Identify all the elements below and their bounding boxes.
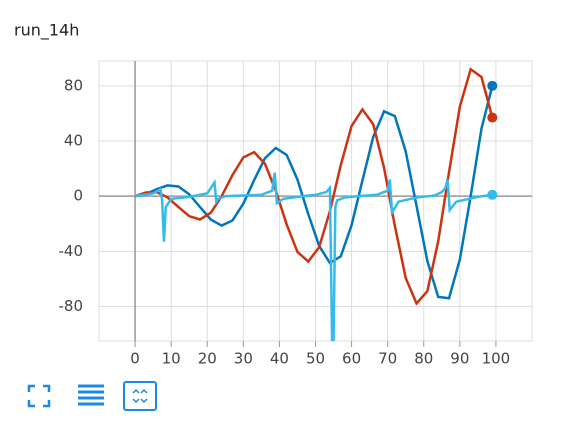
x-tick-label: 100 bbox=[482, 350, 511, 368]
x-tick-label: 80 bbox=[414, 350, 433, 368]
series-line bbox=[134, 67, 494, 306]
x-tick-label: 30 bbox=[234, 350, 253, 368]
x-tick-label: 60 bbox=[342, 350, 361, 368]
grid bbox=[98, 60, 533, 347]
y-tick-label: -80 bbox=[59, 297, 84, 315]
y-tick-label: -40 bbox=[59, 242, 84, 260]
y-tick-label: 40 bbox=[64, 132, 83, 150]
end-marker bbox=[487, 112, 498, 123]
x-tick-label: 50 bbox=[306, 350, 325, 368]
fit-icon bbox=[132, 388, 148, 404]
x-tick-label: 10 bbox=[162, 350, 181, 368]
x-tick-label: 70 bbox=[378, 350, 397, 368]
x-tick-label: 0 bbox=[130, 350, 140, 368]
legend-button[interactable] bbox=[78, 384, 104, 406]
x-tick-label: 90 bbox=[450, 350, 469, 368]
x-tick-label: 40 bbox=[270, 350, 289, 368]
plot-area bbox=[134, 67, 494, 341]
end-marker bbox=[487, 189, 498, 200]
series-line bbox=[134, 172, 493, 341]
y-tick-label: 80 bbox=[64, 76, 83, 94]
end-marker bbox=[487, 80, 498, 91]
fullscreen-button[interactable] bbox=[27, 384, 51, 408]
series-line bbox=[134, 85, 494, 300]
y-tick-label: 0 bbox=[73, 187, 83, 205]
toolbar bbox=[27, 381, 157, 411]
chart-title: run_14h bbox=[14, 21, 79, 41]
x-tick-label: 20 bbox=[198, 350, 217, 368]
fit-domain-button[interactable] bbox=[123, 381, 157, 411]
